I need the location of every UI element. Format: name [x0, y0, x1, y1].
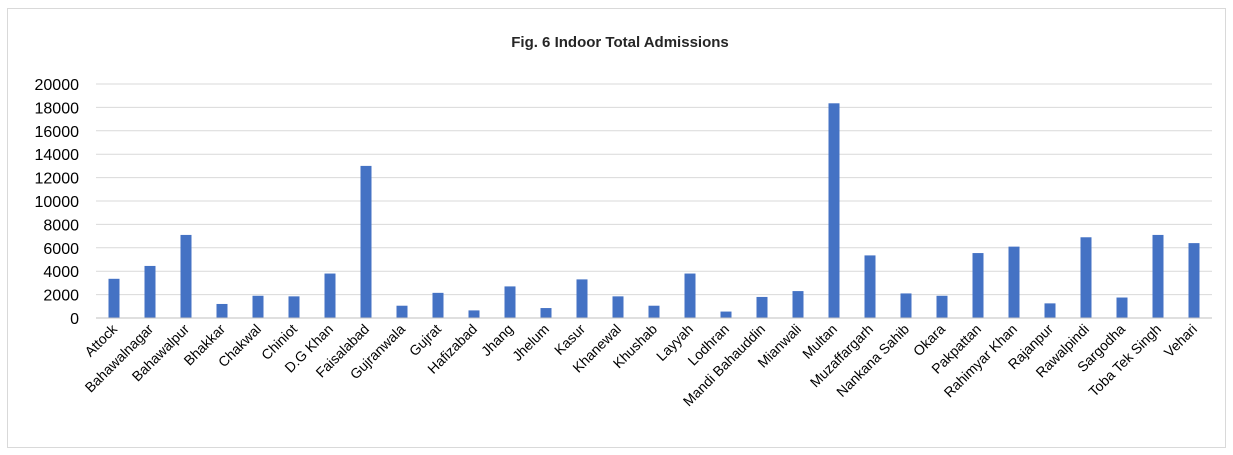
bar-chiniot — [288, 296, 300, 318]
bar-pakpattan — [972, 253, 984, 318]
y-tick-label: 10000 — [35, 194, 80, 211]
bar-nankana-sahib — [900, 293, 912, 318]
bar-mandi-bahauddin — [756, 296, 768, 318]
bar-gujranwala — [396, 305, 408, 318]
bar-vehari — [1188, 243, 1200, 318]
chart-title: Fig. 6 Indoor Total Admissions — [511, 34, 729, 51]
bar-hafizabad — [468, 310, 480, 318]
bars — [108, 103, 1200, 319]
y-tick-label: 18000 — [35, 100, 80, 117]
gridlines — [96, 83, 1212, 296]
bar-mianwali — [792, 291, 804, 318]
bar-rajanpur — [1044, 303, 1056, 318]
bar-bhakkar — [216, 303, 228, 318]
bar-toba-tek-singh — [1152, 234, 1164, 318]
bar-khushab — [648, 305, 660, 318]
bar-jhelum — [540, 308, 552, 318]
bar-rawalpindi — [1080, 237, 1092, 318]
bar-lodhran — [720, 311, 732, 318]
bar-jhang — [504, 286, 516, 318]
y-tick-label: 8000 — [43, 217, 79, 234]
bar-sargodha — [1116, 297, 1128, 318]
bar-khanewal — [612, 296, 624, 318]
x-axis-ticks: AttockBahawalnagarBahawalpurBhakkarChakw… — [81, 320, 1200, 409]
y-tick-label: 2000 — [43, 288, 79, 305]
bar-rahimyar-khan — [1008, 246, 1020, 318]
y-axis-ticks: 0 2000 4000 6000 8000 10000 12000 14000 16000 180… — [35, 77, 80, 328]
y-tick-label: 20000 — [35, 77, 80, 94]
y-tick-label: 12000 — [35, 171, 80, 188]
x-tick-label: Jhelum — [509, 321, 552, 364]
bar-faisalabad — [360, 165, 372, 318]
y-tick-label: 0 — [70, 311, 79, 328]
y-tick-label: 4000 — [43, 264, 79, 281]
bar-muzaffargarh — [864, 255, 876, 318]
bar-bahawalpur — [180, 234, 192, 318]
chart-frame — [7, 8, 1226, 448]
bar-multan — [828, 103, 840, 319]
y-tick-label: 6000 — [43, 241, 79, 258]
bar-bahawalnagar — [144, 265, 156, 318]
bar-d-g-khan — [324, 273, 336, 318]
y-tick-label: 16000 — [35, 124, 80, 141]
bar-kasur — [576, 279, 588, 318]
x-tick-label: Vehari — [1161, 321, 1200, 360]
bar-layyah — [684, 273, 696, 318]
bar-gujrat — [432, 292, 444, 318]
bar-attock — [108, 278, 120, 318]
y-tick-label: 14000 — [35, 147, 80, 164]
bar-okara — [936, 295, 948, 318]
bar-chakwal — [252, 295, 264, 318]
